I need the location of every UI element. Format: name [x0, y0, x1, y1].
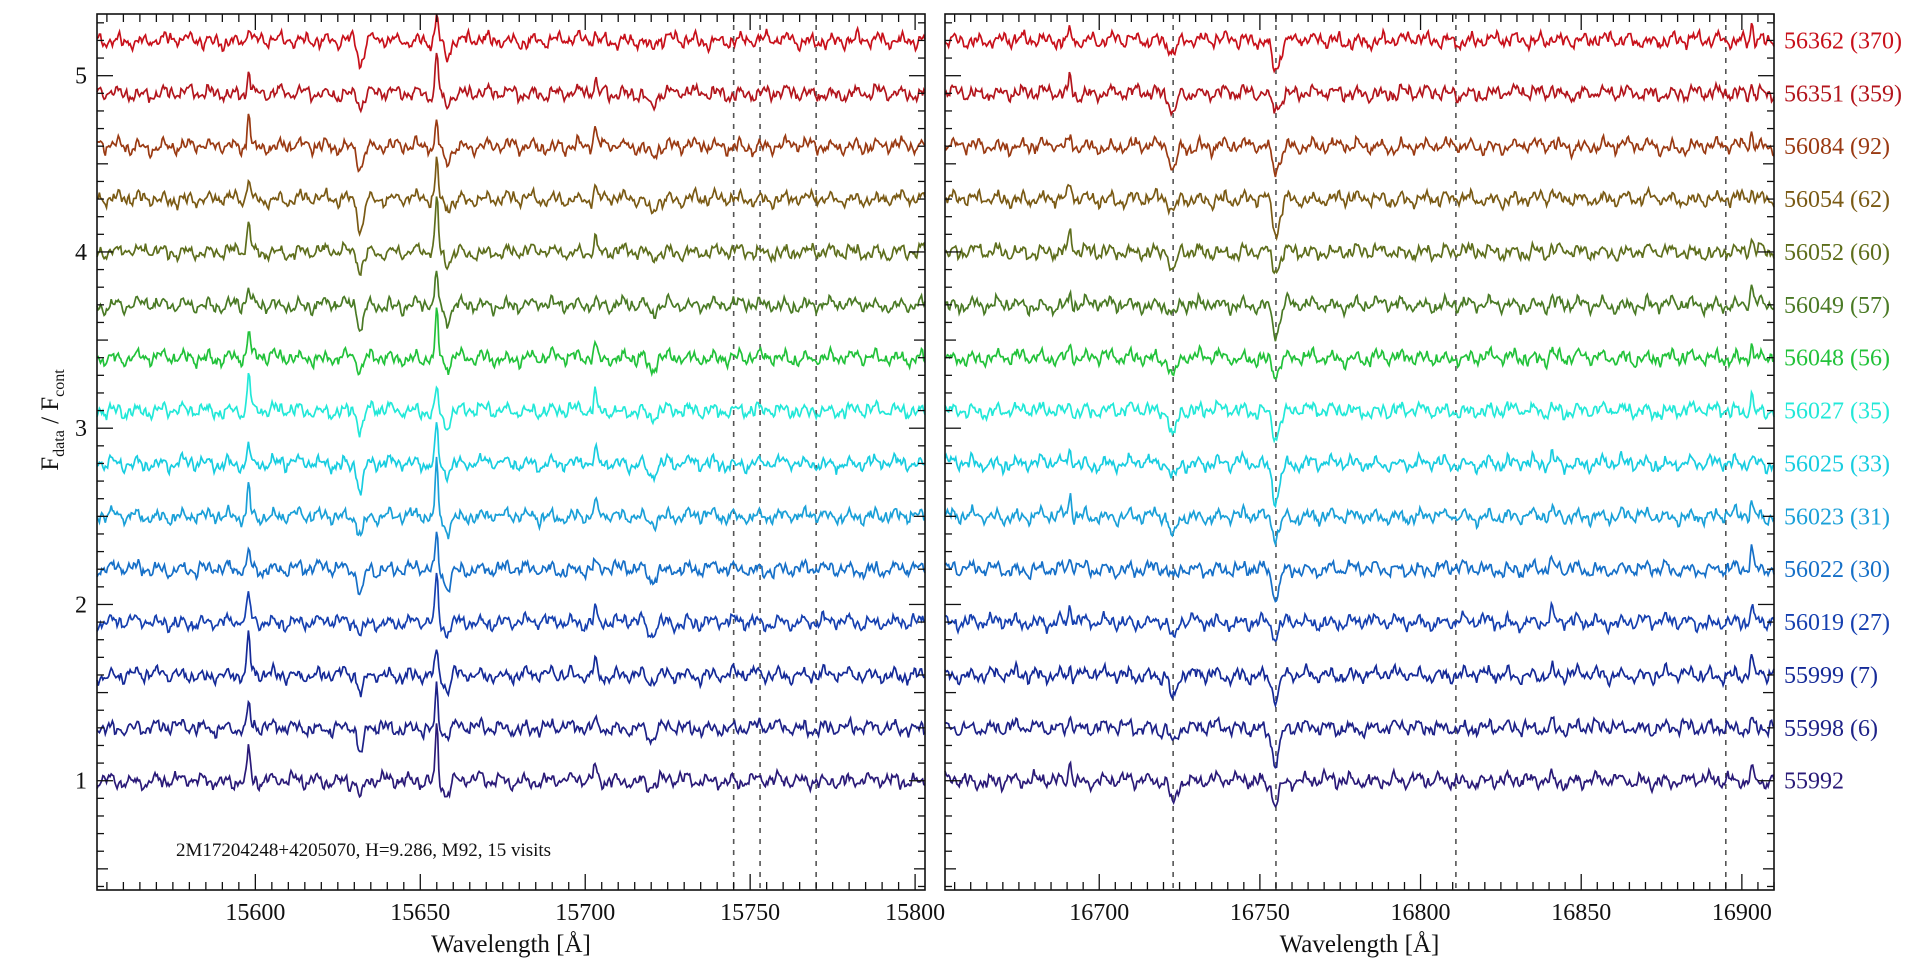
x-axis-label-2: Wavelength [Å] — [1280, 931, 1440, 958]
spectrum-line-left-55992 — [96, 723, 926, 800]
x-tick-label-15700: 15700 — [555, 900, 615, 926]
spectrum-line-left-55999 — [96, 630, 926, 698]
x-tick-label-15650: 15650 — [390, 900, 450, 926]
spectrum-line-right-56023 — [944, 493, 1775, 548]
legend-label-56054: 56054 (62) — [1784, 187, 1890, 213]
legend-label-55998: 55998 (6) — [1784, 716, 1878, 742]
y-tick-label-4: 4 — [75, 240, 87, 266]
legend-label-56084: 56084 (92) — [1784, 134, 1890, 160]
x-tick-label-16750: 16750 — [1230, 900, 1290, 926]
spectrum-line-left-56019 — [96, 572, 926, 640]
legend-label-56022: 56022 (30) — [1784, 557, 1890, 583]
panel-frame-1 — [96, 13, 926, 891]
spectrum-line-left-56048 — [96, 307, 926, 378]
spectrum-line-left-56027 — [96, 372, 926, 438]
legend-label-56049: 56049 (57) — [1784, 293, 1890, 319]
spectrum-line-left-56022 — [96, 531, 926, 596]
spectrum-line-right-56019 — [944, 600, 1775, 643]
y-axis-label: Fdata / Fcont — [37, 369, 68, 471]
spectrum-line-left-56362 — [96, 14, 926, 71]
y-tick-label-5: 5 — [75, 64, 87, 90]
y-tick-label-3: 3 — [75, 416, 87, 442]
y-tick-label-2: 2 — [75, 592, 87, 618]
y-label-sub-cont: cont — [51, 369, 68, 397]
spectrum-line-left-55998 — [96, 681, 926, 753]
spectrum-line-left-56023 — [96, 456, 926, 540]
spectrum-line-left-56052 — [96, 196, 926, 277]
legend-label-55992: 55992 — [1784, 769, 1844, 795]
x-tick-label-15750: 15750 — [720, 900, 780, 926]
spectrum-line-left-56084 — [96, 113, 926, 173]
spectrum-line-right-56048 — [944, 343, 1775, 380]
spectrum-line-right-56049 — [944, 284, 1775, 342]
x-tick-label-16800: 16800 — [1391, 900, 1451, 926]
legend-label-56023: 56023 (31) — [1784, 504, 1890, 530]
y-tick-label-1: 1 — [75, 769, 87, 795]
spectrum-line-right-55999 — [944, 653, 1775, 709]
legend-label-55999: 55999 (7) — [1784, 663, 1878, 689]
spectrum-line-left-56054 — [96, 156, 926, 237]
spectrum-line-right-55992 — [944, 760, 1775, 809]
spectrum-line-right-56351 — [944, 71, 1775, 118]
spectrum-line-right-56362 — [944, 22, 1775, 74]
plot-layer: 15600 15650 15700 15750 15800 1 2 3 4 5 Wavelength… — [75, 13, 1902, 958]
x-tick-label-15600: 15600 — [225, 900, 285, 926]
spectrum-line-right-56052 — [944, 228, 1775, 275]
legend-label-56025: 56025 (33) — [1784, 451, 1890, 477]
panel-frame-2 — [944, 13, 1775, 891]
x-tick-label-16700: 16700 — [1069, 900, 1129, 926]
legend-label-56351: 56351 (359) — [1784, 81, 1902, 107]
legend-label-56052: 56052 (60) — [1784, 240, 1890, 266]
spectrum-line-right-55998 — [944, 715, 1775, 769]
x-tick-label-16900: 16900 — [1712, 900, 1772, 926]
x-axis-label-1: Wavelength [Å] — [431, 931, 591, 958]
legend-label-56027: 56027 (35) — [1784, 399, 1890, 425]
y-label-main: F — [37, 457, 64, 471]
spectrum-line-right-56022 — [944, 544, 1775, 603]
y-label-separator: / F — [37, 397, 64, 430]
x-tick-label-15800: 15800 — [885, 900, 945, 926]
spectrum-line-left-56049 — [96, 270, 926, 333]
x-tick-label-16850: 16850 — [1551, 900, 1611, 926]
legend-label-56019: 56019 (27) — [1784, 610, 1890, 636]
spectrum-line-right-56027 — [944, 389, 1775, 444]
spectrum-line-right-56054 — [944, 183, 1775, 242]
star-annotation: 2M17204248+4205070, H=9.286, M92, 15 vis… — [176, 840, 551, 861]
spectrum-line-left-56351 — [96, 52, 926, 114]
spectrum-line-left-56025 — [96, 422, 926, 496]
spectrum-line-right-56025 — [944, 447, 1775, 509]
y-label-sub-data: data — [51, 430, 68, 457]
legend-label-56048: 56048 (56) — [1784, 346, 1890, 372]
legend-label-56362: 56362 (370) — [1784, 28, 1902, 54]
spectrum-line-right-56084 — [944, 131, 1775, 178]
